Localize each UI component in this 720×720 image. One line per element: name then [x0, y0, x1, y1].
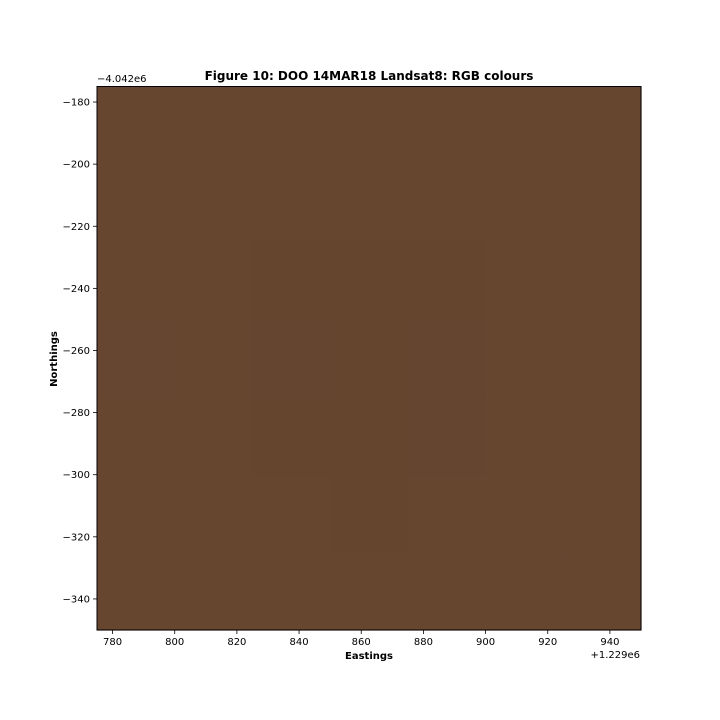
- y-tick-label: −200: [63, 160, 90, 171]
- raster-cell: [97, 86, 176, 165]
- y-tick-label: −240: [63, 284, 90, 295]
- raster-image: [97, 86, 642, 631]
- raster-cell: [485, 241, 564, 321]
- raster-cell: [174, 241, 254, 321]
- x-offset-label: +1.229e6: [590, 650, 640, 661]
- raster-cell: [563, 474, 642, 553]
- x-tick-label: 820: [227, 637, 246, 648]
- x-tick-label: 800: [165, 637, 184, 648]
- raster-cell: [563, 241, 642, 321]
- x-tick-label: 920: [538, 637, 557, 648]
- x-tick-label: 880: [414, 637, 433, 648]
- raster-cell: [97, 552, 176, 631]
- raster-cell: [97, 319, 176, 398]
- y-offset-label: −4.042e6: [97, 74, 147, 85]
- raster-cell: [485, 86, 564, 165]
- raster-cell: [407, 86, 487, 165]
- raster-cell: [174, 397, 254, 476]
- chart-title: Figure 10: DOO 14MAR18 Landsat8: RGB col…: [205, 69, 534, 83]
- raster-cell: [252, 552, 331, 631]
- x-tick-label: 900: [476, 637, 495, 648]
- raster-cell: [97, 241, 176, 321]
- y-tick-label: −220: [63, 222, 90, 233]
- raster-cell: [563, 319, 642, 398]
- raster-cell: [330, 552, 409, 631]
- y-tick-label: −320: [63, 532, 90, 543]
- raster-cell: [330, 164, 409, 243]
- y-axis-label: Northings: [49, 331, 60, 387]
- raster-cell: [252, 397, 331, 476]
- y-tick-label: −300: [63, 470, 90, 481]
- raster-cell: [330, 397, 409, 476]
- raster-cell: [563, 552, 642, 631]
- x-tick-label: 780: [103, 637, 122, 648]
- raster-cell: [485, 319, 564, 398]
- raster-cell: [330, 86, 409, 165]
- raster-cell: [407, 241, 487, 321]
- raster-cell: [485, 474, 564, 553]
- x-tick-label: 840: [290, 637, 309, 648]
- raster-cell: [485, 397, 564, 476]
- raster-cell: [252, 164, 331, 243]
- raster-cell: [563, 164, 642, 243]
- raster-cell: [485, 552, 564, 631]
- y-tick-label: −260: [63, 346, 90, 357]
- y-tick-label: −340: [63, 594, 90, 605]
- raster-cell: [330, 319, 409, 398]
- raster-cell: [330, 241, 409, 321]
- raster-cell: [174, 552, 254, 631]
- raster-cell: [97, 397, 176, 476]
- raster-cell: [252, 241, 331, 321]
- raster-cell: [174, 86, 254, 165]
- raster-cell: [407, 474, 487, 553]
- raster-cell: [252, 86, 331, 165]
- x-tick-label: 940: [600, 637, 619, 648]
- y-tick-label: −180: [63, 98, 90, 109]
- raster-cell: [174, 164, 254, 243]
- x-tick-label: 860: [352, 637, 371, 648]
- raster-cell: [407, 164, 487, 243]
- raster-cell: [97, 164, 176, 243]
- x-axis-ticks: 780 800 820 840 860 880 900 920 940: [103, 630, 619, 648]
- x-axis-label: Eastings: [345, 651, 393, 662]
- raster-cell: [563, 86, 642, 165]
- raster-cell: [252, 319, 331, 398]
- raster-cell: [97, 474, 176, 553]
- raster-cell: [407, 319, 487, 398]
- raster-cell: [252, 474, 331, 553]
- y-tick-label: −280: [63, 408, 90, 419]
- raster-cell: [330, 474, 409, 553]
- raster-cell: [485, 164, 564, 243]
- raster-cell: [407, 397, 487, 476]
- raster-cell: [174, 474, 254, 553]
- plot-area-frame: [96, 86, 642, 631]
- raster-cell: [563, 397, 642, 476]
- y-axis-ticks: −180 −200 −220 −240 −260 −280 −300 −320 −340: [63, 98, 97, 605]
- raster-cell: [407, 552, 487, 631]
- raster-cell: [174, 319, 254, 398]
